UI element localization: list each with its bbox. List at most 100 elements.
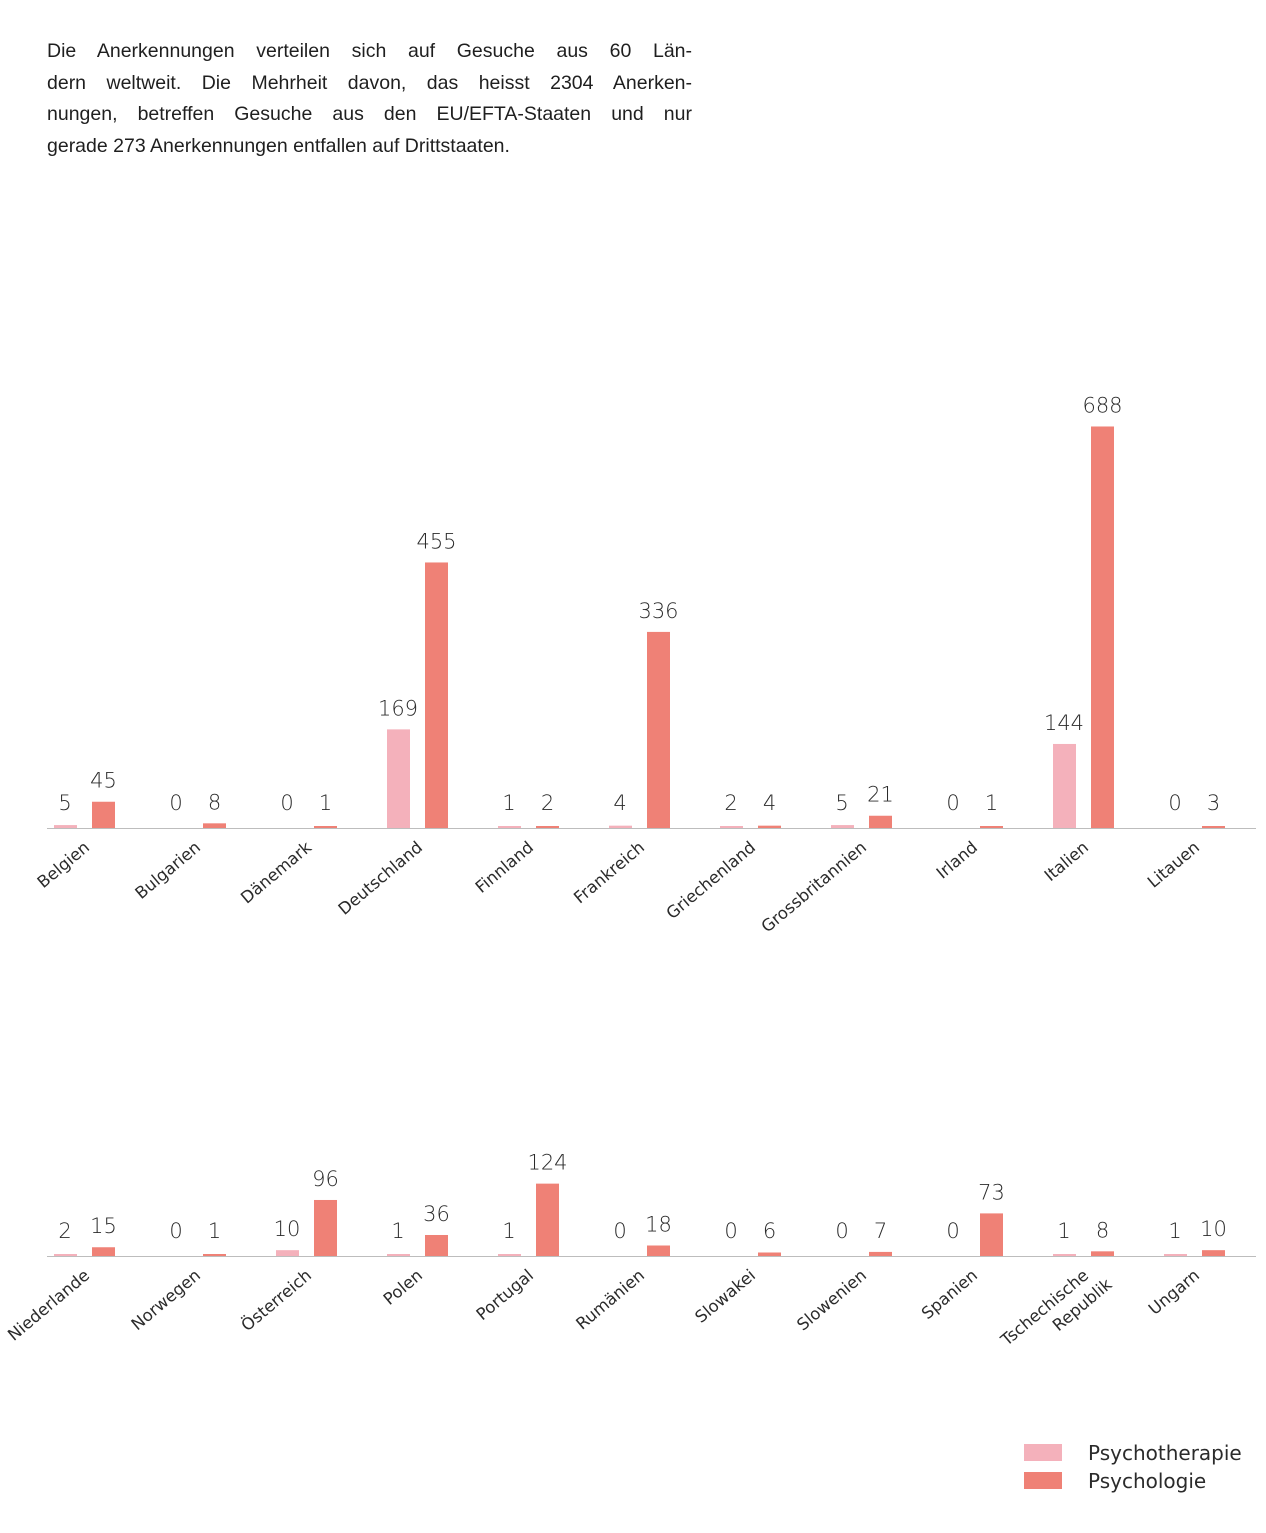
- data-label: 6: [763, 1219, 776, 1243]
- tick-label: Ungarn: [1145, 1266, 1203, 1319]
- tick-label: Italien: [1041, 838, 1092, 885]
- bar: [647, 1245, 670, 1256]
- data-label: 1: [1057, 1219, 1070, 1243]
- bar: [720, 826, 743, 828]
- category-label: Italien: [1041, 838, 1092, 885]
- intro-line: dern weltweit. Die Mehrheit davon, das h…: [47, 71, 692, 94]
- bar: [536, 1183, 559, 1256]
- bar: [831, 825, 854, 828]
- category-label: Niederlande: [4, 1266, 93, 1345]
- data-label: 10: [1200, 1217, 1227, 1241]
- data-label: 336: [638, 599, 678, 623]
- data-label: 1: [1168, 1219, 1181, 1243]
- data-label: 0: [280, 791, 293, 815]
- category-label: Litauen: [1144, 838, 1203, 892]
- tick-label: Spanien: [918, 1266, 981, 1323]
- tick-label: Bulgarien: [131, 838, 204, 903]
- bar: [276, 1250, 299, 1256]
- intro-line: Die Anerkennungen verteilen sich auf Ges…: [47, 40, 692, 62]
- data-label: 1: [391, 1219, 404, 1243]
- tick-label: Portugal: [473, 1266, 538, 1324]
- data-label: 0: [1168, 791, 1181, 815]
- data-label: 0: [169, 1219, 182, 1243]
- bar: [1202, 826, 1225, 828]
- bar: [314, 1199, 337, 1256]
- bar: [498, 1254, 521, 1256]
- data-label: 8: [1096, 1218, 1109, 1242]
- bar: [1053, 1254, 1076, 1256]
- legend: Psychotherapie Psychologie: [1024, 1441, 1242, 1493]
- category-label: Spanien: [918, 1266, 981, 1323]
- category-label: Österreich: [238, 1266, 316, 1335]
- category-label: Norwegen: [128, 1266, 205, 1335]
- data-label: 96: [312, 1167, 339, 1191]
- data-label: 73: [978, 1180, 1005, 1204]
- bar: [314, 826, 337, 828]
- data-label: 169: [378, 696, 418, 720]
- data-label: 15: [90, 1214, 117, 1238]
- data-label: 144: [1044, 711, 1084, 735]
- bar: [54, 825, 77, 828]
- data-label: 1: [985, 791, 998, 815]
- category-label: Slowakei: [691, 1266, 759, 1327]
- data-label: 4: [763, 791, 776, 815]
- tick-label: Belgien: [34, 838, 94, 892]
- tick-label: Norwegen: [128, 1266, 205, 1335]
- data-label: 5: [835, 791, 848, 815]
- category-label: Slowenien: [793, 1266, 870, 1335]
- category-label: Polen: [380, 1266, 426, 1309]
- legend-label: Psychologie: [1088, 1469, 1206, 1493]
- category-label: Griechenland: [663, 838, 760, 923]
- bar: [425, 562, 448, 828]
- category-label: Frankreich: [570, 838, 648, 908]
- category-label: Portugal: [473, 1266, 538, 1324]
- tick-label: Polen: [380, 1266, 426, 1309]
- data-label: 688: [1082, 393, 1122, 417]
- legend-label: Psychotherapie: [1088, 1441, 1242, 1465]
- bar: [1164, 1254, 1187, 1256]
- bar: [425, 1234, 448, 1256]
- tick-label: Niederlande: [4, 1266, 93, 1345]
- data-label: 1: [502, 1219, 515, 1243]
- category-label: Dänemark: [237, 837, 315, 907]
- data-label: 18: [645, 1212, 672, 1236]
- bar: [92, 801, 115, 828]
- data-label: 0: [835, 1219, 848, 1243]
- category-label: Belgien: [34, 838, 94, 892]
- bar: [1202, 1250, 1225, 1256]
- tick-label: Irland: [933, 838, 981, 883]
- tick-label: Finnland: [472, 838, 537, 897]
- bar: [536, 826, 559, 828]
- category-label: Ungarn: [1145, 1266, 1203, 1319]
- data-label: 10: [274, 1217, 301, 1241]
- data-label: 21: [867, 783, 894, 807]
- tick-label: Dänemark: [237, 837, 315, 907]
- bar: [980, 1213, 1003, 1256]
- intro-paragraph: Die Anerkennungen verteilen sich auf Ges…: [47, 36, 692, 162]
- data-label: 455: [416, 529, 456, 553]
- data-label: 2: [724, 791, 737, 815]
- bar: [92, 1247, 115, 1256]
- bar: [758, 825, 781, 828]
- data-label: 3: [1207, 791, 1220, 815]
- category-label: Rumänien: [572, 1266, 648, 1334]
- bar: [387, 1254, 410, 1256]
- bar: [203, 823, 226, 828]
- bar: [869, 1251, 892, 1256]
- bar: [758, 1252, 781, 1256]
- data-label: 0: [169, 791, 182, 815]
- bar: [980, 826, 1003, 828]
- tick-label: Grossbritannien: [758, 838, 871, 937]
- data-label: 7: [874, 1219, 887, 1243]
- category-label: Grossbritannien: [758, 838, 871, 937]
- legend-swatch: [1024, 1472, 1062, 1489]
- data-label: 36: [423, 1202, 450, 1226]
- tick-label: Slowenien: [793, 1266, 870, 1335]
- data-label: 1: [502, 791, 515, 815]
- data-label: 0: [613, 1219, 626, 1243]
- data-label: 5: [58, 791, 71, 815]
